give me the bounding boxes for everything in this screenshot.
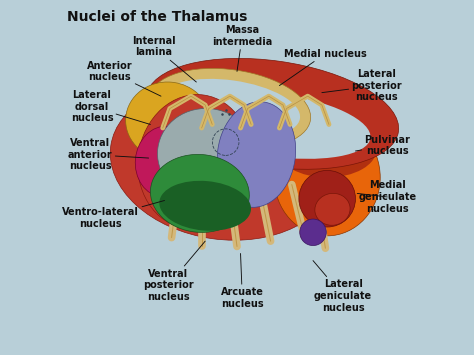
Text: Ventral
anterior
nucleus: Ventral anterior nucleus	[68, 138, 148, 171]
Text: Ventro-lateral
nucleus: Ventro-lateral nucleus	[63, 201, 164, 229]
Ellipse shape	[217, 102, 296, 207]
Ellipse shape	[300, 219, 326, 246]
Ellipse shape	[274, 119, 380, 236]
Text: Lateral
posterior
nucleus: Lateral posterior nucleus	[322, 69, 402, 102]
Ellipse shape	[157, 109, 256, 201]
Text: Anterior
nucleus: Anterior nucleus	[87, 61, 161, 96]
Text: Massa
intermedia: Massa intermedia	[212, 25, 273, 71]
Ellipse shape	[126, 82, 210, 160]
Text: Medial
geniculate
nucleus: Medial geniculate nucleus	[357, 180, 416, 214]
Ellipse shape	[159, 181, 251, 231]
Ellipse shape	[110, 83, 336, 240]
Ellipse shape	[315, 193, 350, 225]
Ellipse shape	[149, 69, 310, 149]
Text: Nuclei of the Thalamus: Nuclei of the Thalamus	[67, 10, 247, 23]
Text: Lateral
dorsal
nucleus: Lateral dorsal nucleus	[71, 90, 150, 125]
Ellipse shape	[150, 154, 249, 233]
Text: Medial nucleus: Medial nucleus	[280, 49, 367, 86]
Text: Internal
lamina: Internal lamina	[132, 36, 196, 82]
Ellipse shape	[174, 90, 371, 159]
Ellipse shape	[160, 79, 300, 138]
Text: Lateral
geniculate
nucleus: Lateral geniculate nucleus	[313, 261, 372, 312]
Text: Pulvinar
nucleus: Pulvinar nucleus	[356, 135, 410, 157]
Ellipse shape	[299, 170, 356, 227]
Text: Arcuate
nucleus: Arcuate nucleus	[221, 253, 264, 308]
Ellipse shape	[135, 126, 194, 197]
Ellipse shape	[138, 94, 251, 229]
Text: Ventral
posterior
nucleus: Ventral posterior nucleus	[143, 241, 205, 302]
Ellipse shape	[278, 121, 377, 178]
Ellipse shape	[146, 59, 399, 169]
